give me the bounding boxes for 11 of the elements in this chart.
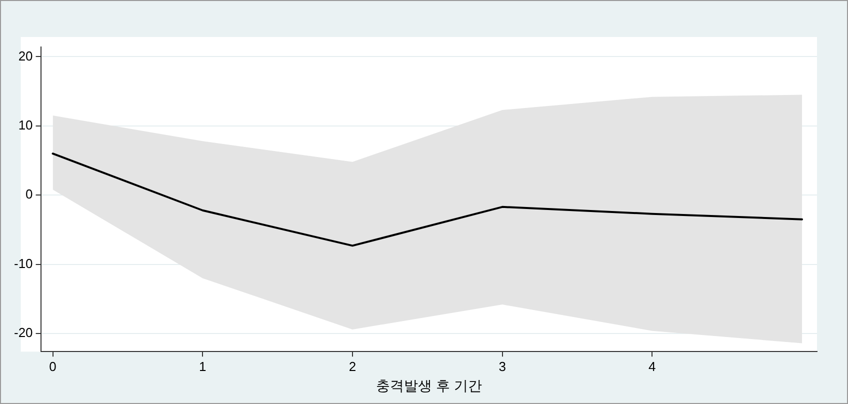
x-tick-label: 1	[199, 358, 206, 374]
x-tick-label: 4	[648, 358, 656, 374]
y-tick-label: -20	[14, 325, 33, 340]
x-tick-label: 0	[49, 358, 56, 374]
y-tick-label: 20	[18, 48, 33, 64]
y-tick-label: 10	[18, 117, 33, 132]
y-tick-label: -10	[14, 256, 33, 271]
x-tick-label: 2	[348, 358, 356, 374]
x-tick-label: 3	[498, 358, 506, 374]
y-tick-label: 0	[26, 186, 33, 202]
x-axis-title: 충격발생 후 기간	[376, 377, 482, 394]
